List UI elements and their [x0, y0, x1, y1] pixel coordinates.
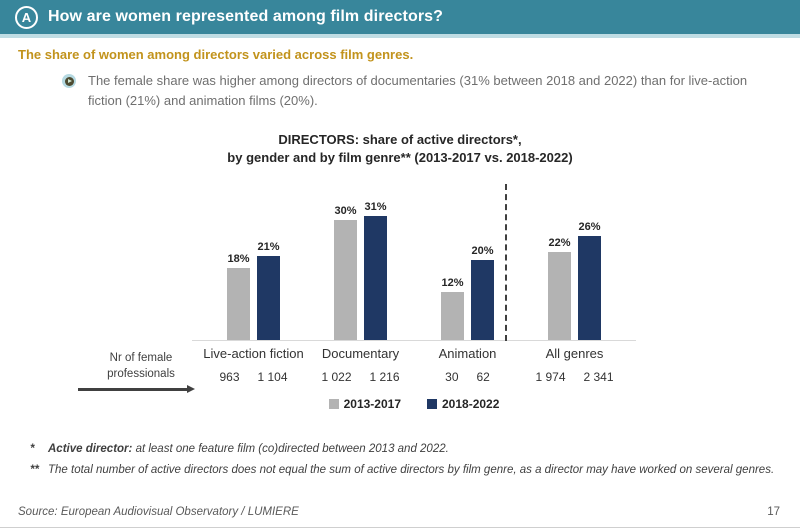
footnote-2-marker: **	[30, 464, 39, 476]
right-arrow-icon	[78, 385, 195, 392]
bar-value-label: 26%	[578, 221, 601, 233]
x-axis-baseline	[192, 340, 636, 341]
bar-wrap: 31%	[364, 201, 387, 340]
section-a-badge-icon: A	[15, 5, 38, 29]
bar-pair: 12% 20%	[441, 184, 494, 340]
count-value: 62	[476, 370, 490, 384]
bar-group-0: 18% 21% Live-action fiction 963 1 104	[200, 184, 307, 384]
page-number: 17	[767, 506, 780, 518]
legend-swatch-2013-2017	[328, 399, 339, 409]
dashed-divider-line	[505, 184, 507, 341]
legend-item: 2013-2017	[328, 397, 401, 411]
bar-2013-2017	[441, 292, 464, 340]
count-value: 1 104	[257, 370, 288, 384]
bar-value-label: 21%	[257, 241, 280, 253]
bullet-arrow-glyph	[67, 78, 72, 83]
category-label: All genres	[545, 346, 604, 361]
bar-groups: 18% 21% Live-action fiction 963 1 104 30% 31% D…	[198, 184, 630, 384]
bar-2018-2022	[364, 216, 387, 340]
bar-group-2: 12% 20% Animation 30 62	[414, 184, 521, 384]
bar-pair: 18% 21%	[227, 184, 280, 340]
legend-swatch-2018-2022	[427, 399, 437, 409]
bar-value-label: 12%	[441, 277, 464, 289]
count-pair: 30 62	[445, 370, 490, 384]
bar-value-label: 20%	[471, 245, 494, 257]
legend-item: 2018-2022	[427, 397, 499, 411]
bar-2013-2017	[334, 220, 357, 340]
bar-value-label: 30%	[334, 205, 357, 217]
footnote-1-text: at least one feature film (co)directed b…	[135, 443, 449, 455]
bar-group-3: 22% 26% All genres 1 974 2 341	[521, 184, 628, 384]
bar-wrap: 21%	[257, 241, 280, 340]
legend-label: 2018-2022	[442, 397, 500, 411]
bar-value-label: 18%	[227, 253, 250, 265]
key-finding-text: The female share was higher among direct…	[88, 73, 748, 108]
footnote-1: * Active director: at least one feature …	[30, 443, 780, 455]
count-value: 2 341	[583, 370, 614, 384]
bar-value-label: 31%	[364, 201, 387, 213]
bar-wrap: 22%	[548, 237, 571, 340]
legend-label: 2013-2017	[343, 397, 401, 411]
header-bar: A How are women represented among film d…	[0, 0, 800, 34]
bar-2013-2017	[227, 268, 250, 340]
count-value: 963	[219, 370, 240, 384]
bar-pair: 30% 31%	[334, 184, 387, 340]
bar-pair: 22% 26%	[548, 184, 601, 340]
footnote-1-term: Active director:	[48, 443, 136, 455]
bar-chart-plot: 18% 21% Live-action fiction 963 1 104 30% 31% D…	[192, 184, 636, 411]
source-credit: Source: European Audiovisual Observatory…	[18, 506, 299, 518]
bar-2013-2017	[548, 252, 571, 340]
page-title: How are women represented among film dir…	[48, 8, 444, 25]
count-value: 1 974	[535, 370, 566, 384]
count-pair: 1 974 2 341	[535, 370, 613, 384]
footnote-2-text: The total number of active directors doe…	[48, 464, 775, 476]
bar-value-label: 22%	[548, 237, 571, 249]
bar-wrap: 18%	[227, 253, 250, 340]
chart-legend: 2013-2017 2018-2022	[198, 397, 630, 411]
chart-title-line-1: DIRECTORS: share of active directors*,	[278, 132, 522, 147]
play-bullet-icon	[62, 74, 76, 88]
chart-title-line-2: by gender and by film genre** (2013-2017…	[227, 149, 573, 165]
section-a-letter: A	[21, 9, 32, 25]
category-label: Animation	[438, 346, 497, 361]
category-label: Live-action fiction	[203, 346, 304, 361]
footnote-2: ** The total number of active directors …	[30, 464, 780, 476]
bar-wrap: 12%	[441, 277, 464, 340]
chart-title: DIRECTORS: share of active directors*, b…	[0, 131, 800, 166]
count-pair: 1 022 1 216	[321, 370, 399, 384]
count-value: 30	[445, 370, 459, 384]
count-value: 1 022	[321, 370, 352, 384]
header-accent-strip	[0, 34, 800, 38]
footnote-1-marker: *	[30, 443, 35, 455]
bar-2018-2022	[471, 260, 494, 340]
key-finding-bullet: The female share was higher among direct…	[62, 71, 752, 110]
key-finding-headline: The share of women among directors varie…	[18, 47, 414, 62]
count-value: 1 216	[369, 370, 400, 384]
category-label: Documentary	[321, 346, 400, 361]
bar-2018-2022	[578, 236, 601, 340]
bar-wrap: 20%	[471, 245, 494, 340]
bar-wrap: 26%	[578, 221, 601, 340]
footnotes: * Active director: at least one feature …	[30, 443, 780, 485]
bar-2018-2022	[257, 256, 280, 340]
note-line-2: professionals	[107, 367, 175, 380]
bar-wrap: 30%	[334, 205, 357, 340]
note-line-1: Nr of female	[109, 352, 173, 364]
bar-group-1: 30% 31% Documentary 1 022 1 216	[307, 184, 414, 384]
female-professionals-note: Nr of female professionals	[85, 351, 197, 382]
count-pair: 963 1 104	[219, 370, 287, 384]
